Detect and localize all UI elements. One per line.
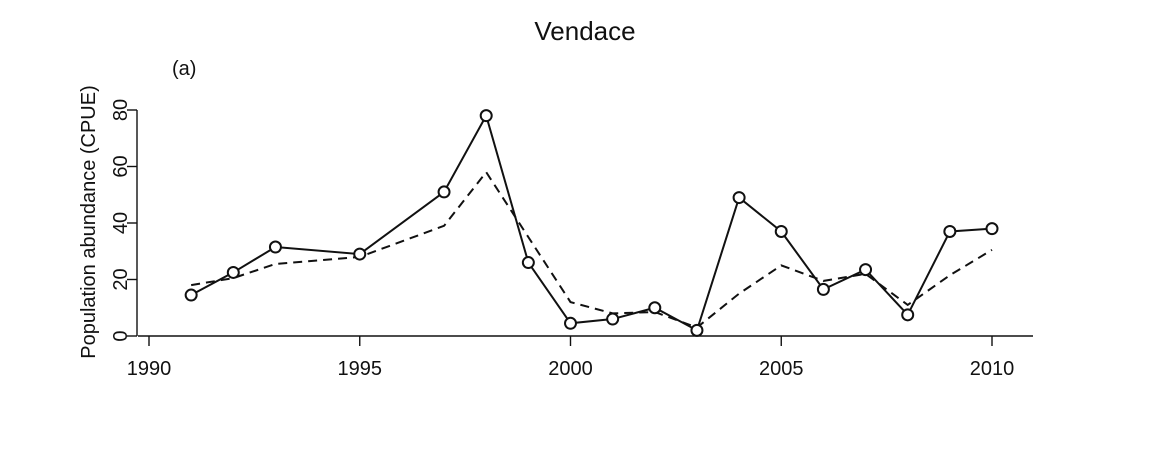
x-tick-label: 2000 — [548, 358, 593, 380]
x-axis-ticks: 1990 1995 2000 2005 2010 — [127, 336, 1015, 380]
data-point-marker — [184, 288, 198, 302]
data-point-marker — [859, 263, 873, 277]
dashed-series-line — [190, 170, 993, 329]
x-tick-label: 1995 — [338, 358, 383, 380]
data-point-marker — [816, 282, 830, 296]
x-tick-label: 1990 — [127, 358, 172, 380]
x-tick-label: 2005 — [759, 358, 804, 380]
data-point-marker — [901, 308, 915, 322]
y-axis-ticks: 0 20 40 60 80 — [110, 99, 137, 342]
panel-label: (a) — [172, 58, 196, 80]
data-point-marker — [226, 265, 240, 279]
y-axis-label: Population abundance (CPUE) — [78, 85, 100, 359]
data-point-marker — [648, 301, 662, 315]
data-point-marker — [943, 224, 957, 238]
observed-series-line — [190, 113, 993, 332]
data-point-marker — [353, 247, 367, 261]
data-point-marker — [732, 191, 746, 205]
data-point-marker — [437, 185, 451, 199]
x-tick-label: 2010 — [970, 358, 1015, 380]
data-point-marker — [268, 240, 282, 254]
data-point-marker — [606, 312, 620, 326]
plot-area — [184, 109, 999, 337]
data-point-marker — [479, 109, 493, 123]
y-tick-label: 20 — [110, 268, 132, 290]
y-tick-label: 0 — [110, 330, 132, 341]
y-tick-label: 60 — [110, 155, 132, 177]
chart-title: Vendace — [534, 16, 635, 46]
y-tick-label: 80 — [110, 99, 132, 121]
data-point-marker — [521, 256, 535, 270]
data-point-marker — [774, 224, 788, 238]
y-tick-label: 40 — [110, 212, 132, 234]
data-point-marker — [564, 316, 577, 330]
data-point-marker — [690, 323, 704, 337]
data-point-marker — [985, 222, 999, 236]
